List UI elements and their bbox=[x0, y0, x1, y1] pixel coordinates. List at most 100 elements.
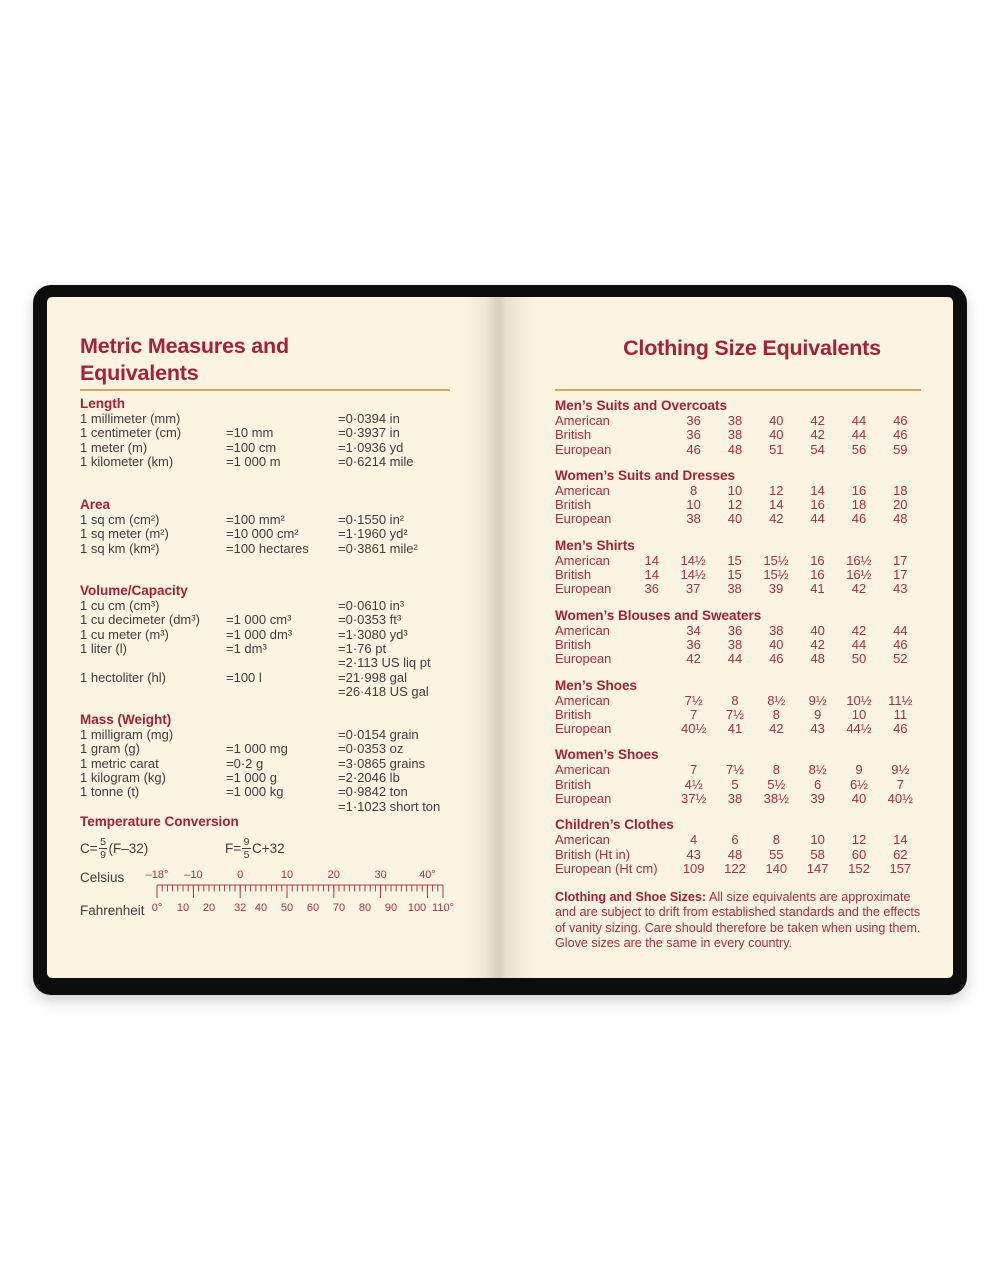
measure-name: 1 sq cm (cm²) bbox=[80, 512, 160, 528]
clothing-row: British (Ht in) 43 48 55 58 60 62 bbox=[555, 846, 921, 862]
size-value: 10 bbox=[727, 482, 743, 498]
region-label: European bbox=[555, 441, 612, 457]
measure-name: 1 gram (g) bbox=[80, 741, 140, 757]
celsius-tick-label: 20 bbox=[327, 868, 340, 881]
size-value: 39 bbox=[810, 791, 825, 807]
size-value: 38½ bbox=[763, 791, 789, 807]
clothing-row: European (Ht cm) 109 122 140 147 152 157 bbox=[555, 860, 921, 876]
size-value: 43 bbox=[810, 721, 825, 737]
measure-imperial-equivalent: =3·0865 grains bbox=[338, 755, 426, 771]
right-page: Clothing Size Equivalents Men’s Suits an… bbox=[500, 297, 953, 978]
measure-imperial-equivalent: =0·0353 ft³ bbox=[338, 612, 402, 628]
clothing-section-heading: Women’s Blouses and Sweaters bbox=[555, 607, 762, 623]
size-value: 10½ bbox=[846, 692, 872, 708]
clothing-section-heading: Children’s Clothes bbox=[555, 817, 674, 833]
measure-metric-equivalent bbox=[226, 656, 338, 670]
fahrenheit-tick-label: 0° bbox=[151, 901, 163, 914]
region-label: British bbox=[555, 567, 592, 583]
size-value: 38 bbox=[727, 636, 743, 652]
measure-row: 1 sq cm (cm²) =100 mm² =0·1550 in² bbox=[80, 512, 450, 528]
size-value: 7½ bbox=[684, 692, 703, 708]
measure-row: 1 meter (m) =100 cm =1·0936 yd bbox=[80, 440, 450, 455]
measure-name: 1 sq km (km²) bbox=[80, 540, 160, 556]
footnote: Clothing and Shoe Sizes: All size equiva… bbox=[555, 890, 923, 951]
size-value: 44½ bbox=[846, 721, 872, 737]
celsius-tick-label: 0 bbox=[237, 868, 244, 881]
size-value: 62 bbox=[893, 846, 908, 862]
measure-metric-equivalent: =10 mm bbox=[226, 425, 274, 441]
region-label: European bbox=[555, 581, 612, 597]
size-value: 8½ bbox=[767, 692, 786, 708]
clothing-section: Women’s Suits and Dresses American 8 10 12 14… bbox=[555, 468, 921, 527]
metric-section: Volume/Capacity 1 cu cm (cm³) =0·0610 in³ 1… bbox=[80, 583, 450, 699]
size-value: 40 bbox=[851, 791, 867, 807]
clothing-row: British 14 14½ 15 15½ 16 16½ 17 bbox=[555, 567, 921, 583]
measure-row: 1 cu cm (cm³) =0·0610 in³ bbox=[80, 598, 450, 613]
size-value: 39 bbox=[768, 581, 784, 597]
size-value: 16½ bbox=[846, 567, 872, 583]
size-value: 7 bbox=[690, 762, 698, 778]
size-value: 38 bbox=[727, 791, 743, 807]
measure-name bbox=[80, 685, 226, 699]
size-value: 122 bbox=[724, 860, 746, 876]
size-value: 38 bbox=[727, 581, 742, 597]
size-value: 17 bbox=[893, 567, 908, 583]
size-value: 59 bbox=[893, 441, 908, 457]
size-value: 40 bbox=[769, 636, 784, 652]
size-value: 109 bbox=[682, 860, 705, 876]
size-value: 16 bbox=[810, 552, 825, 568]
clothing-row: European 37½ 38 38½ 39 40 40½ bbox=[555, 791, 921, 807]
clothing-section: Women’s Blouses and Sweaters American 34 36… bbox=[555, 608, 921, 667]
clothing-section-heading: Women’s Shoes bbox=[555, 747, 659, 763]
measure-imperial-equivalent: =0·6214 mile bbox=[338, 453, 414, 469]
size-value: 43 bbox=[893, 581, 908, 597]
region-label: British bbox=[555, 427, 592, 443]
clothing-section: Men’s Shoes American 7½ 8 8½ 9½ 10½ 11½ British 7… bbox=[555, 678, 921, 737]
size-value: 20 bbox=[893, 497, 908, 513]
region-label: American bbox=[555, 482, 610, 498]
size-value: 36 bbox=[644, 581, 659, 597]
measure-name: 1 hectoliter (hl) bbox=[80, 669, 166, 685]
clothing-row: American 4 6 8 10 12 14 bbox=[555, 832, 921, 848]
measure-metric-equivalent: =100 hectares bbox=[226, 540, 309, 556]
size-value: 52 bbox=[893, 651, 908, 667]
fraction-numerator: 5 bbox=[98, 836, 108, 850]
metric-section-heading: Mass (Weight) bbox=[80, 712, 172, 728]
right-page-title: Clothing Size Equivalents bbox=[623, 336, 881, 360]
size-value: 46 bbox=[686, 441, 701, 457]
size-value: 15 bbox=[727, 567, 742, 583]
fraction-denominator: 5 bbox=[243, 848, 250, 861]
region-label: European bbox=[555, 791, 612, 807]
size-value: 48 bbox=[810, 651, 825, 667]
region-label: European bbox=[555, 651, 612, 667]
fahrenheit-tick-label: 32 bbox=[234, 901, 247, 914]
size-value: 41 bbox=[810, 581, 825, 597]
measure-name: 1 cu meter (m³) bbox=[80, 626, 169, 642]
size-value: 46 bbox=[851, 511, 867, 527]
clothing-row: European 36 37 38 39 41 42 43 bbox=[555, 581, 921, 597]
clothing-section: Children’s Clothes American 4 6 8 10 12 14 Briti… bbox=[555, 817, 921, 876]
size-value: 9½ bbox=[808, 692, 827, 708]
size-value: 16 bbox=[810, 497, 825, 513]
metric-section-heading: Area bbox=[80, 497, 111, 513]
region-label: European bbox=[555, 511, 612, 527]
size-value: 8 bbox=[772, 832, 780, 848]
left-page: Metric Measures and Equivalents Length 1 … bbox=[47, 297, 500, 978]
size-value: 36 bbox=[686, 427, 701, 443]
metric-section: Area 1 sq cm (cm²) =100 mm² =0·1550 in² 1 sq… bbox=[80, 497, 450, 556]
measure-imperial-equivalent: =1·1960 yd² bbox=[338, 526, 408, 542]
size-value: 5½ bbox=[767, 776, 786, 792]
clothing-section-heading: Men’s Suits and Overcoats bbox=[555, 398, 728, 413]
measure-row: 1 hectoliter (hl) =100 l =21·998 gal bbox=[80, 669, 450, 685]
measure-imperial-equivalent: =0·9842 ton bbox=[338, 784, 408, 800]
region-label: American bbox=[555, 832, 610, 848]
measure-metric-equivalent bbox=[226, 412, 338, 426]
fahrenheit-tick-label: 100 bbox=[407, 901, 427, 914]
measure-metric-equivalent: =100 l bbox=[226, 669, 262, 685]
measure-imperial-equivalent: =0·3937 in bbox=[338, 425, 400, 441]
fraction-denominator: 9 bbox=[100, 848, 106, 861]
size-value: 44 bbox=[851, 427, 867, 443]
fraction-numerator: 9 bbox=[242, 836, 251, 850]
